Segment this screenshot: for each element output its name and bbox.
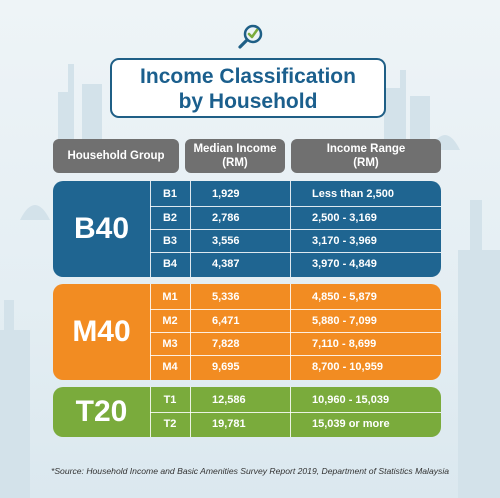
table-row: M4 9,695 8,700 - 10,959 [150,355,441,379]
group-b40: B40 B1 1,929 Less than 2,500 B2 2,786 2,500 - … [53,181,441,277]
title-line-2: by Household [178,90,318,113]
row-median-income: 7,828 [212,338,240,350]
header-median-label: Median Income [193,143,277,155]
source-note: *Source: Household Income and Basic Amen… [50,466,450,476]
group-m40: M40 M1 5,336 4,850 - 5,879 M2 6,471 5,880 - 7,… [53,284,441,380]
row-median-income: 3,556 [212,235,240,247]
row-code: B1 [162,188,178,200]
row-income-range: 8,700 - 10,959 [312,361,383,373]
row-code: M2 [162,315,178,327]
row-median-income: 5,336 [212,291,240,303]
row-median-income: 19,781 [212,418,246,430]
row-code: M1 [162,291,178,303]
row-income-range: 5,880 - 7,099 [312,315,377,327]
title-line-1: Income Classification [140,65,356,88]
row-code: M3 [162,338,178,350]
header-median-unit: (RM) [222,157,248,169]
row-income-range: 2,500 - 3,169 [312,212,377,224]
row-income-range: 7,110 - 8,699 [312,338,377,350]
table-row: B1 1,929 Less than 2,500 [150,183,441,206]
row-median-income: 6,471 [212,315,240,327]
row-code: T2 [163,418,177,430]
magnifier-check-icon [238,24,263,49]
title-box: Income Classification by Household [110,58,386,118]
row-income-range: Less than 2,500 [312,188,394,200]
row-median-income: 2,786 [212,212,240,224]
group-t20: T20 T1 12,586 10,960 - 15,039 T2 19,781 15,039… [53,387,441,437]
row-code: M4 [162,361,178,373]
row-code: B4 [162,258,178,270]
group-label: T20 [75,395,128,428]
row-median-income: 9,695 [212,361,240,373]
header-household-group: Household Group [53,139,179,173]
table-row: B2 2,786 2,500 - 3,169 [150,206,441,230]
row-median-income: 4,387 [212,258,240,270]
table-row: M1 5,336 4,850 - 5,879 [150,286,441,309]
header-range-label: Income Range [326,143,406,155]
table-row: T1 12,586 10,960 - 15,039 [150,389,441,412]
row-code: B3 [162,235,178,247]
table-row: B3 3,556 3,170 - 3,969 [150,229,441,253]
row-code: T1 [163,394,177,406]
header-range-unit: (RM) [353,157,379,169]
row-median-income: 1,929 [212,188,240,200]
header-group-label: Household Group [67,150,165,162]
row-income-range: 3,970 - 4,849 [312,258,377,270]
row-median-income: 12,586 [212,394,246,406]
row-income-range: 3,170 - 3,969 [312,235,377,247]
header-income-range: Income Range (RM) [291,139,441,173]
row-income-range: 15,039 or more [312,418,390,430]
group-label: M40 [72,315,131,348]
table-row: M3 7,828 7,110 - 8,699 [150,332,441,356]
group-label: B40 [73,212,130,245]
table-row: B4 4,387 3,970 - 4,849 [150,252,441,276]
row-income-range: 10,960 - 15,039 [312,394,390,406]
header-median-income: Median Income (RM) [185,139,285,173]
table-row: T2 19,781 15,039 or more [150,412,441,436]
table-row: M2 6,471 5,880 - 7,099 [150,309,441,333]
row-income-range: 4,850 - 5,879 [312,291,377,303]
row-code: B2 [162,212,178,224]
